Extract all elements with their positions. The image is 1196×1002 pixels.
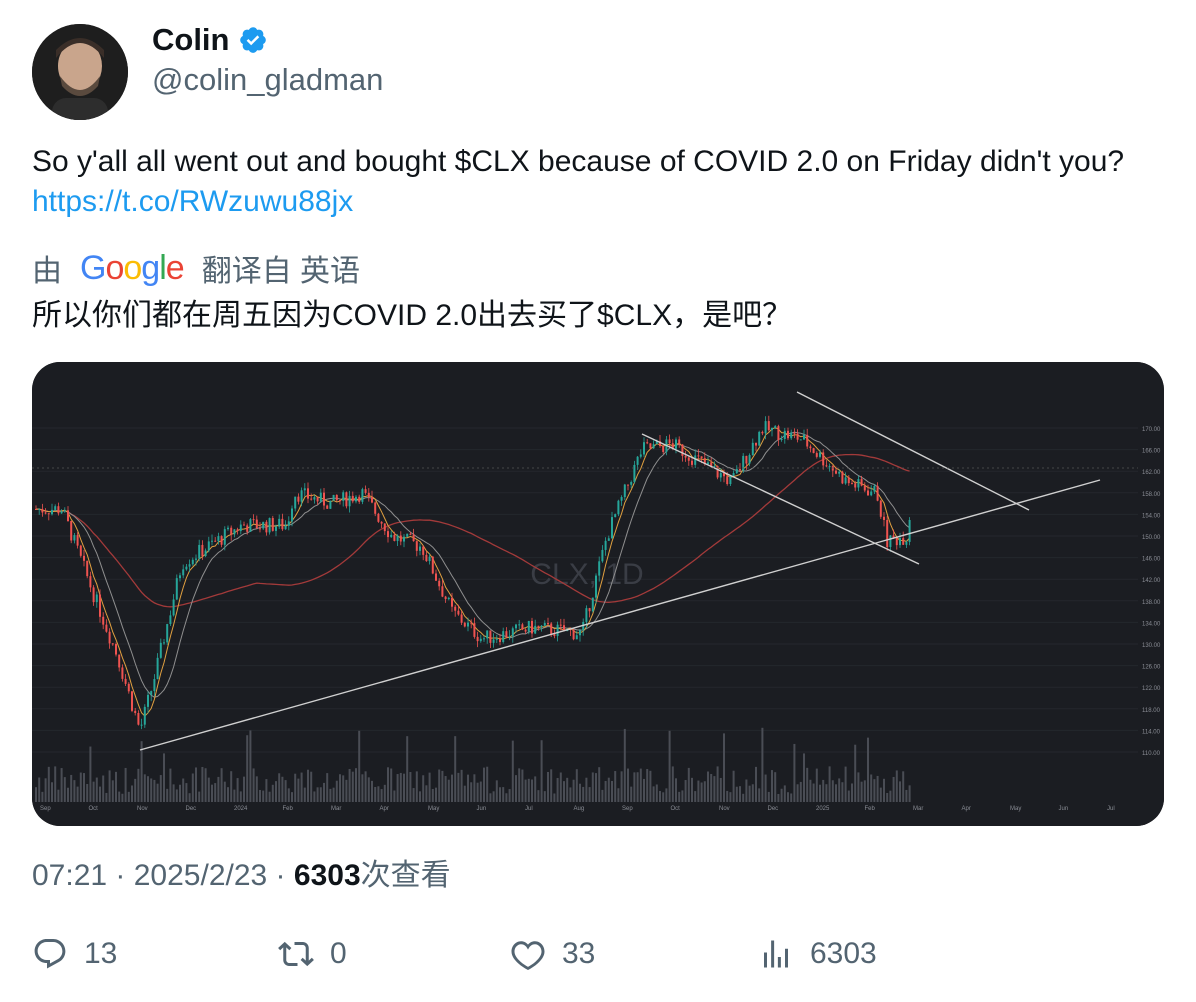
- x-tick-label: Dec: [768, 806, 779, 812]
- translation-by: 由: [32, 255, 62, 288]
- reply-icon: [34, 939, 66, 969]
- views-button[interactable]: 6303: [758, 936, 877, 972]
- x-tick-label: 2025: [816, 806, 830, 812]
- like-count: 33: [562, 937, 596, 970]
- tweet-time[interactable]: 07:21: [32, 859, 108, 892]
- translation-source: 翻译自 英语: [201, 255, 361, 288]
- x-tick-label: Oct: [89, 806, 99, 812]
- y-tick-label: 142.00: [1142, 578, 1161, 584]
- y-tick-label: 162.00: [1142, 470, 1161, 476]
- x-tick-label: Oct: [671, 806, 681, 812]
- trendline-upper: [796, 391, 1030, 511]
- tweet-actions: 13 0 33 6303: [0, 936, 1196, 980]
- y-tick-label: 134.00: [1142, 621, 1161, 627]
- trendline-lower: [641, 433, 920, 565]
- author-name-row[interactable]: Colin: [152, 22, 268, 58]
- chart-image[interactable]: CLX, 1D 170.00 166.00 162.00 158.00 154.00 15…: [32, 362, 1164, 826]
- x-tick-label: Aug: [574, 806, 585, 812]
- meta-separator: ·: [267, 859, 294, 892]
- meta-separator: ·: [107, 859, 134, 892]
- y-tick-label: 114.00: [1142, 729, 1161, 735]
- google-logo: Google: [80, 248, 185, 287]
- x-tick-label: Apr: [380, 806, 389, 812]
- translated-text: 所以你们都在周五因为COVID 2.0出去买了$CLX，是吧？: [32, 299, 793, 332]
- x-tick-label: Sep: [622, 806, 633, 812]
- x-tick-label: Jun: [477, 806, 487, 812]
- y-tick-label: 130.00: [1142, 643, 1161, 649]
- reply-count: 13: [84, 937, 118, 970]
- reply-button[interactable]: 13: [32, 936, 117, 972]
- heart-icon: [511, 941, 545, 971]
- retweet-icon: [278, 941, 314, 967]
- y-tick-label: 158.00: [1142, 492, 1161, 498]
- tweet-meta: 07:21 · 2025/2/23 · 6303次查看: [32, 850, 451, 894]
- x-tick-label: Feb: [865, 806, 876, 812]
- x-tick-label: Mar: [331, 806, 341, 812]
- y-tick-label: 146.00: [1142, 557, 1161, 563]
- tweet-body: So y'all all went out and bought $CLX be…: [32, 145, 1125, 178]
- x-tick-label: Jun: [1059, 806, 1069, 812]
- y-tick-label: 166.00: [1142, 449, 1161, 455]
- bar-chart-icon: [764, 940, 788, 968]
- x-tick-label: Sep: [40, 806, 51, 812]
- x-tick-label: 2024: [234, 806, 248, 812]
- translation-attribution: 由 Google 翻译自 英语: [32, 246, 360, 290]
- y-tick-label: 170.00: [1142, 427, 1161, 433]
- y-tick-label: 122.00: [1142, 686, 1161, 692]
- retweet-button[interactable]: 0: [278, 936, 347, 972]
- view-count: 6303: [293, 859, 361, 892]
- x-tick-label: May: [428, 806, 439, 812]
- y-tick-label: 138.00: [1142, 600, 1161, 606]
- y-tick-label: 154.00: [1142, 513, 1161, 519]
- author-name[interactable]: Colin: [152, 22, 230, 57]
- x-tick-label: Mar: [913, 806, 923, 812]
- x-tick-label: May: [1010, 806, 1021, 812]
- retweet-count: 0: [330, 937, 347, 970]
- avatar-photo: [32, 24, 128, 120]
- avatar[interactable]: [32, 24, 128, 120]
- x-tick-label: Feb: [283, 806, 294, 812]
- verified-badge-icon: [239, 27, 266, 53]
- x-tick-label: Nov: [719, 806, 730, 812]
- x-tick-label: Jul: [1107, 806, 1115, 812]
- stock-chart: CLX, 1D 170.00166.00162.00158.00154.0015…: [32, 362, 1164, 826]
- x-tick-label: Dec: [186, 806, 197, 812]
- views-count: 6303: [810, 937, 877, 970]
- trendline-support: [139, 479, 1101, 751]
- x-tick-label: Apr: [962, 806, 971, 812]
- tweet-text: So y'all all went out and bought $CLX be…: [32, 142, 1162, 222]
- y-tick-label: 110.00: [1142, 751, 1161, 757]
- views-label: 次查看: [360, 859, 451, 892]
- x-tick-label: Nov: [137, 806, 148, 812]
- x-tick-label: Jul: [525, 806, 533, 812]
- y-tick-label: 150.00: [1142, 535, 1161, 541]
- y-tick-label: 118.00: [1142, 708, 1161, 714]
- like-button[interactable]: 33: [510, 936, 595, 972]
- y-tick-label: 126.00: [1142, 665, 1161, 671]
- author-handle[interactable]: @colin_gladman: [152, 62, 384, 97]
- tweet-link[interactable]: https://t.co/RWzuwu88jx: [32, 185, 354, 218]
- tweet-date[interactable]: 2025/2/23: [133, 859, 268, 892]
